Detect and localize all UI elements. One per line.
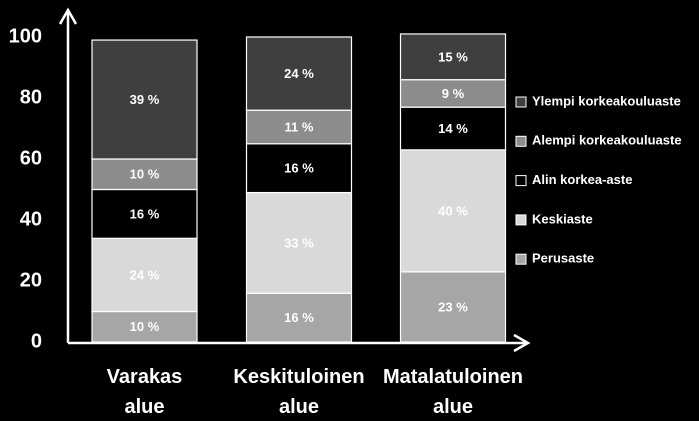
bar-segment [245,292,353,343]
y-tick-label: 80 [20,86,42,108]
x-tick-line: Varakas [107,366,183,388]
value-label: 15 % [438,49,468,64]
value-label: 14 % [438,121,468,136]
value-label: 16 % [284,161,314,176]
x-tick-label: Keskituloinen alue [233,366,364,418]
y-tick-label: 20 [20,269,42,291]
value-label: 10 % [130,167,160,182]
y-tick-label: 60 [20,147,42,169]
x-tick-line: alue [279,396,319,418]
legend-swatch [515,175,527,187]
bar-segment [91,310,198,343]
value-label: 11 % [285,119,314,134]
value-label: 39 % [130,92,160,107]
bar-segment [399,106,507,151]
legend-swatch [515,135,527,147]
bar-segment [245,191,353,294]
x-tick-line: Keskituloinen [233,366,364,388]
legend-swatch [515,96,527,108]
x-tick-label: Varakas alue [107,366,183,418]
bar-segment [245,143,353,194]
bar-segment [399,149,507,273]
x-tick-label: Matalatuloinen alue [383,366,523,418]
value-label: 9 % [442,86,465,101]
bar-segment [399,33,507,81]
value-label: 10 % [130,319,160,334]
legend-label: Ylempi korkeakouluaste [532,93,681,108]
bar-segment [91,237,198,313]
value-label: 33 % [284,235,314,250]
y-tick-label: 0 [31,330,42,352]
legend-label: Alin korkea-aste [532,172,632,187]
legend-label: Perusaste [532,251,594,266]
value-label: 16 % [130,206,160,221]
bar-segment [91,39,198,160]
legend-swatch [515,253,527,265]
legend-label: Alempi korkeakouluaste [532,133,682,148]
bar-segment [399,271,507,343]
value-label: 24 % [130,267,160,282]
x-tick-line: alue [124,396,164,418]
value-label: 40 % [438,203,468,218]
x-tick-line: Matalatuloinen [383,366,523,388]
y-axis-arrow [58,7,78,25]
legend-label: Keskiaste [532,211,593,226]
legend-swatch [515,214,527,226]
value-label: 16 % [284,310,314,325]
y-tick-label: 100 [9,25,42,47]
bar-segment [245,36,353,111]
bar-segment [245,109,353,145]
value-label: 24 % [284,66,314,81]
y-tick-label: 40 [20,208,42,230]
axes [58,7,531,353]
x-tick-line: alue [433,396,473,418]
x-axis-arrow [513,333,531,353]
bar-segment [91,158,198,191]
value-label: 23 % [438,299,468,314]
